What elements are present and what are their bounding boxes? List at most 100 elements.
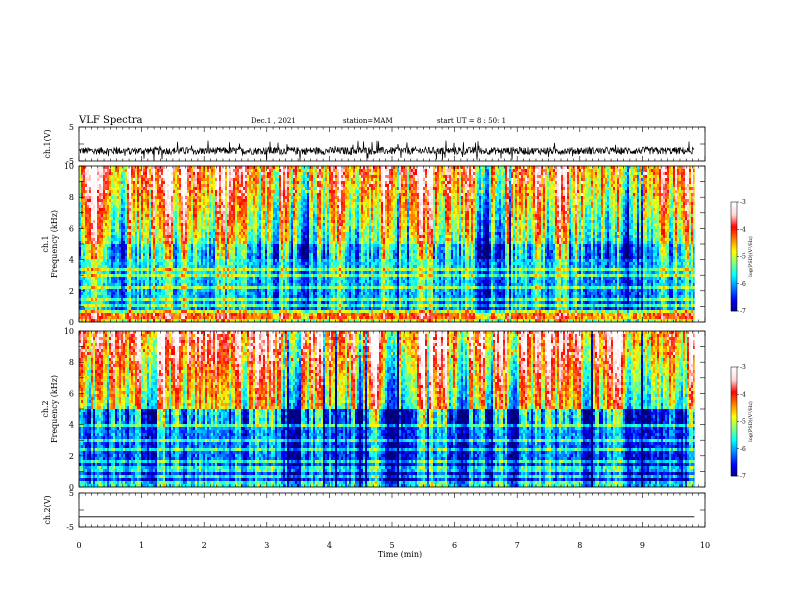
spectrogram-cell [619, 178, 621, 181]
spectrogram-cell [497, 205, 499, 208]
spectrogram-cell [501, 175, 503, 178]
spectrogram-cell [167, 181, 169, 184]
spectrogram-cell [339, 211, 341, 214]
spectrogram-cell [507, 199, 509, 202]
spectrogram-cell [405, 181, 407, 184]
spectrogram-cell [243, 208, 245, 211]
spectrogram-cell [87, 187, 89, 190]
spectrogram-cell [141, 205, 143, 208]
spectrogram-cell [653, 169, 655, 172]
spectrogram-cell [655, 190, 657, 193]
spectrogram-cell [469, 202, 471, 205]
spectrogram-cell [411, 169, 413, 172]
spectrogram-cell [307, 181, 309, 184]
spectrogram-cell [553, 178, 555, 181]
spectrogram-cell [681, 193, 683, 196]
spectrogram-cell [423, 193, 425, 196]
spectrogram-cell [591, 181, 593, 184]
spectrogram-cell [327, 172, 329, 175]
spectrogram-cell [333, 202, 335, 205]
spectrogram-cell [295, 208, 297, 211]
spectrogram-cell [485, 196, 487, 199]
spectrogram-cell [529, 175, 531, 178]
spectrogram-cell [413, 184, 415, 187]
spectrogram-cell [651, 190, 653, 193]
spectrogram-cell [423, 172, 425, 175]
spectrogram-cell [513, 172, 515, 175]
spectrogram-cell [617, 184, 619, 187]
spectrogram-cell [127, 190, 129, 193]
spectrogram-cell [309, 172, 311, 175]
spectrogram-cell [317, 172, 319, 175]
spectrogram-cell [357, 199, 359, 202]
spectrogram-cell [515, 208, 517, 211]
spectrogram-cell [625, 208, 627, 211]
spectrogram-cell [677, 172, 679, 175]
spectrogram-cell [629, 184, 631, 187]
spectrogram-cell [205, 166, 207, 169]
spectrogram-cell [571, 172, 573, 175]
spectrogram-cell [399, 184, 401, 187]
spectrogram-cell [691, 205, 693, 208]
spectrogram-cell [645, 199, 647, 202]
spectrogram-cell [129, 181, 131, 184]
spectrogram-cell [157, 211, 159, 214]
spectrogram-cell [493, 199, 495, 202]
spectrogram-cell [387, 193, 389, 196]
spectrogram-cell [95, 193, 97, 196]
spectrogram-cell [253, 196, 255, 199]
spectrogram-cell [173, 190, 175, 193]
spectrogram-cell [573, 169, 575, 172]
spectrogram-cell [687, 190, 689, 193]
spectrogram-cell [679, 196, 681, 199]
spectrogram-cell [319, 199, 321, 202]
spectrogram-cell [369, 208, 371, 211]
spectrogram-cell [167, 169, 169, 172]
spectrogram-cell [347, 193, 349, 196]
spectrogram-cell [103, 211, 105, 214]
spectrogram-cell [547, 184, 549, 187]
spectrogram-cell [135, 181, 137, 184]
spectrogram-cell [595, 169, 597, 172]
spectrogram-cell [155, 190, 157, 193]
spectrogram-cell [613, 169, 615, 172]
spectrogram-cell [457, 166, 459, 169]
spectrogram-cell [539, 184, 541, 187]
spectrogram-cell [407, 181, 409, 184]
spectrogram-cell [631, 184, 633, 187]
spectrogram-cell [191, 190, 193, 193]
spectrogram-cell [345, 196, 347, 199]
spectrogram-cell [497, 199, 499, 202]
spectrogram-cell [609, 193, 611, 196]
spectrogram-cell [597, 196, 599, 199]
spectrogram-cell [155, 193, 157, 196]
spectrogram-cell [557, 190, 559, 193]
spectrogram-cell [397, 169, 399, 172]
spectrogram-cell [421, 175, 423, 178]
spectrogram-cell [83, 199, 85, 202]
spectrogram-cell [381, 178, 383, 181]
spectrogram-cell [457, 172, 459, 175]
spectrogram-cell [229, 184, 231, 187]
spectrogram-cell [179, 187, 181, 190]
spectrogram-cell [167, 178, 169, 181]
spectrogram-cell [449, 193, 451, 196]
spectrogram-cell [199, 208, 201, 211]
spectrogram-cell [409, 196, 411, 199]
spectrogram-cell [143, 193, 145, 196]
spectrogram-cell [179, 172, 181, 175]
spectrogram-cell [673, 178, 675, 181]
spectrogram-cell [483, 202, 485, 205]
spectrogram-cell [325, 196, 327, 199]
spectrogram-cell [117, 202, 119, 205]
spectrogram-cell [83, 208, 85, 211]
spectrogram-cell [173, 175, 175, 178]
spectrogram-cell [143, 208, 145, 211]
spectrogram-cell [653, 178, 655, 181]
spectrogram-cell [551, 175, 553, 178]
spectrogram-cell [559, 193, 561, 196]
spectrogram-cell [381, 172, 383, 175]
spectrogram-cell [367, 178, 369, 181]
spectrogram-cell [487, 190, 489, 193]
spectrogram-cell [349, 211, 351, 214]
